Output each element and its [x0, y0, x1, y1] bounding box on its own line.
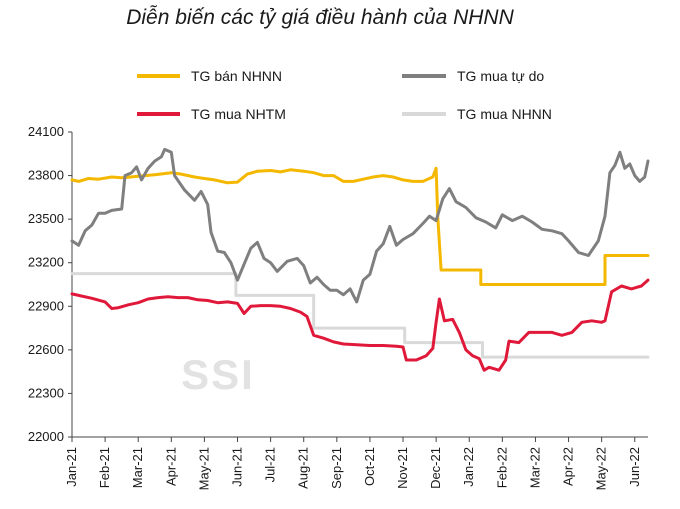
series-line-tg-bán-nhnn: [70, 166, 650, 286]
series-layer: [70, 147, 650, 372]
y-tick-label: 22600: [28, 342, 64, 357]
legend: TG bán NHNN TG mua tự do TG mua NHTM TG …: [137, 68, 552, 122]
legend-label-mua-nhnn: TG mua NHNN: [457, 106, 552, 122]
y-tick-label: 24100: [28, 124, 64, 139]
y-tick-label: 22000: [28, 429, 64, 444]
x-tick-label: May-22: [594, 447, 609, 490]
x-tick-label: Jul-21: [263, 447, 278, 482]
x-tick-label: Jan-22: [461, 447, 476, 487]
chart-title: Diễn biến các tỷ giá điều hành của NHNN: [126, 6, 514, 29]
x-tick-label: Jan-21: [64, 447, 79, 487]
x-tick-label: Jun-21: [230, 447, 245, 487]
x-tick-label: Apr-22: [561, 447, 576, 486]
y-tick-label: 22300: [28, 385, 64, 400]
x-tick-label: Nov-21: [395, 447, 410, 489]
x-tick-label: Mar-22: [527, 447, 542, 488]
watermark-ssi: SSI: [181, 351, 255, 398]
x-tick-label: Aug-21: [296, 447, 311, 489]
y-tick-label: 22900: [28, 298, 64, 313]
legend-label-ban-nhnn: TG bán NHNN: [191, 68, 282, 84]
series-line-tg-mua-nhtm: [70, 278, 650, 372]
series-line-tg-mua-nhnn: [70, 272, 650, 359]
y-tick-label: 23500: [28, 211, 64, 226]
axes: 22000 22300 22600 22900 23200 23500 23800 24100…: [28, 124, 648, 490]
x-tick-label: Apr-21: [163, 447, 178, 486]
x-tick-label: Oct-21: [362, 447, 377, 486]
x-tick-label: Feb-21: [97, 447, 112, 488]
legend-label-mua-nhtm: TG mua NHTM: [191, 106, 286, 122]
x-tick-label: Mar-21: [130, 447, 145, 488]
x-tick-label: May-21: [196, 447, 211, 490]
x-tick-label: Dec-21: [428, 447, 443, 489]
legend-label-mua-tu-do: TG mua tự do: [457, 68, 544, 84]
y-tick-label: 23200: [28, 255, 64, 270]
series-line-tg-mua-tự-do: [70, 147, 650, 304]
y-tick-label: 23800: [28, 168, 64, 183]
x-tick-label: Feb-22: [494, 447, 509, 488]
x-tick-label: Jun-22: [627, 447, 642, 487]
x-tick-label: Sep-21: [329, 447, 344, 489]
